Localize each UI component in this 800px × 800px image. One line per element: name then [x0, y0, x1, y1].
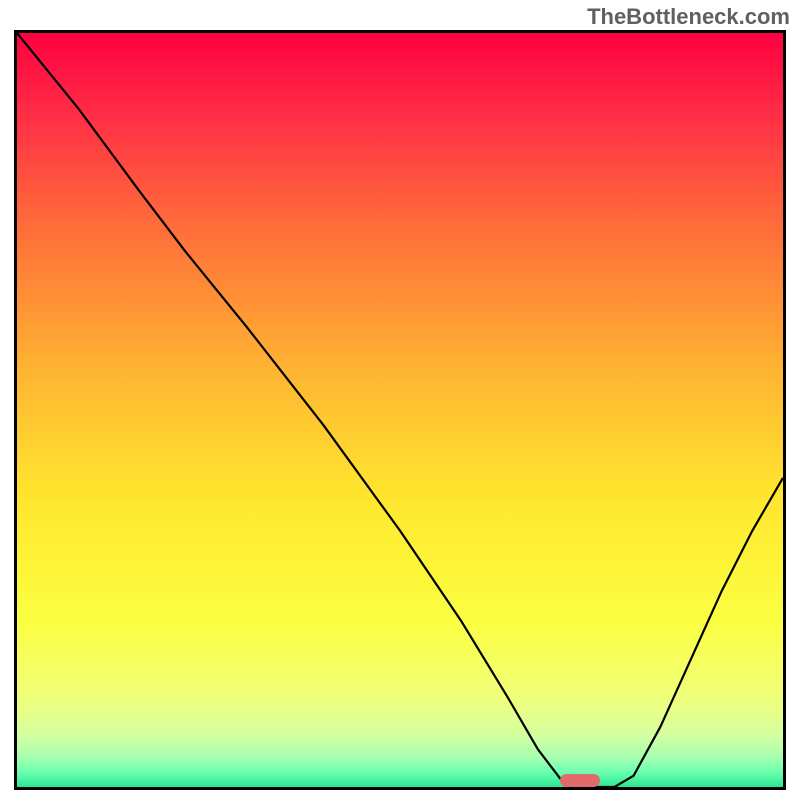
- watermark-text: TheBottleneck.com: [587, 4, 790, 30]
- optimal-marker: [560, 774, 600, 787]
- plot-frame: [14, 30, 786, 790]
- bottleneck-curve: [17, 33, 783, 787]
- chart-container: TheBottleneck.com: [0, 0, 800, 800]
